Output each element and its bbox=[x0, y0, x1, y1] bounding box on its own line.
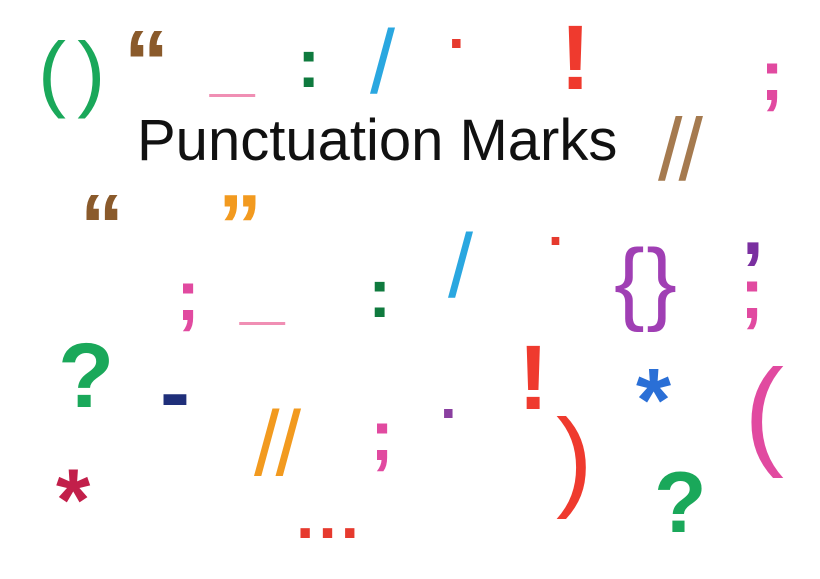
glyph-paren-mag-open: ( bbox=[744, 352, 784, 472]
glyph-question-green-2: ? bbox=[654, 460, 707, 546]
glyph-dot-red-1: . bbox=[448, 0, 465, 58]
glyph-dblslash-brown: // bbox=[658, 106, 699, 194]
glyph-openquote-brown-1: “ bbox=[124, 18, 169, 108]
glyph-underscore-pink-2: _ bbox=[240, 248, 285, 328]
glyph-paren-red-close: ) bbox=[556, 404, 593, 514]
glyph-dot-red-2: . bbox=[548, 200, 563, 254]
punctuation-infographic: Punctuation Marks ( )“_:/.!;//“”;_:/.{ }… bbox=[0, 0, 820, 579]
glyph-ellipsis-red: ... bbox=[296, 482, 363, 548]
glyph-paren-green-top: ( ) bbox=[38, 30, 99, 114]
glyph-hyphen-navy: - bbox=[160, 348, 190, 438]
glyph-excl-red-1: ! bbox=[560, 12, 591, 104]
glyph-dblslash-orange: // bbox=[254, 398, 297, 490]
glyph-excl-red-2: ! bbox=[518, 332, 549, 424]
glyph-underscore-pink-1: _ bbox=[210, 20, 255, 100]
glyph-braces-purple: { } bbox=[614, 236, 665, 328]
glyph-colon-green-1: : bbox=[297, 28, 320, 98]
glyph-openquote-brown-2: “ bbox=[80, 182, 124, 270]
page-title: Punctuation Marks bbox=[137, 112, 617, 170]
glyph-slash-blue-1: / bbox=[370, 18, 395, 108]
glyph-asterisk-crimson: * bbox=[56, 456, 90, 544]
glyph-question-green-1: ? bbox=[58, 330, 114, 422]
glyph-semicolon-mag-1: ; bbox=[760, 40, 784, 112]
glyph-semicolon-mag-4: ; bbox=[370, 400, 394, 472]
glyph-semicolon-mag-2: ; bbox=[176, 260, 200, 332]
glyph-colon-green-2: : bbox=[368, 258, 391, 328]
glyph-slash-blue-2: / bbox=[448, 222, 473, 312]
glyph-dot-purple: . bbox=[440, 368, 457, 428]
glyph-semicolon-mag-3: ; bbox=[740, 258, 764, 330]
glyph-asterisk-blue: * bbox=[636, 356, 671, 446]
